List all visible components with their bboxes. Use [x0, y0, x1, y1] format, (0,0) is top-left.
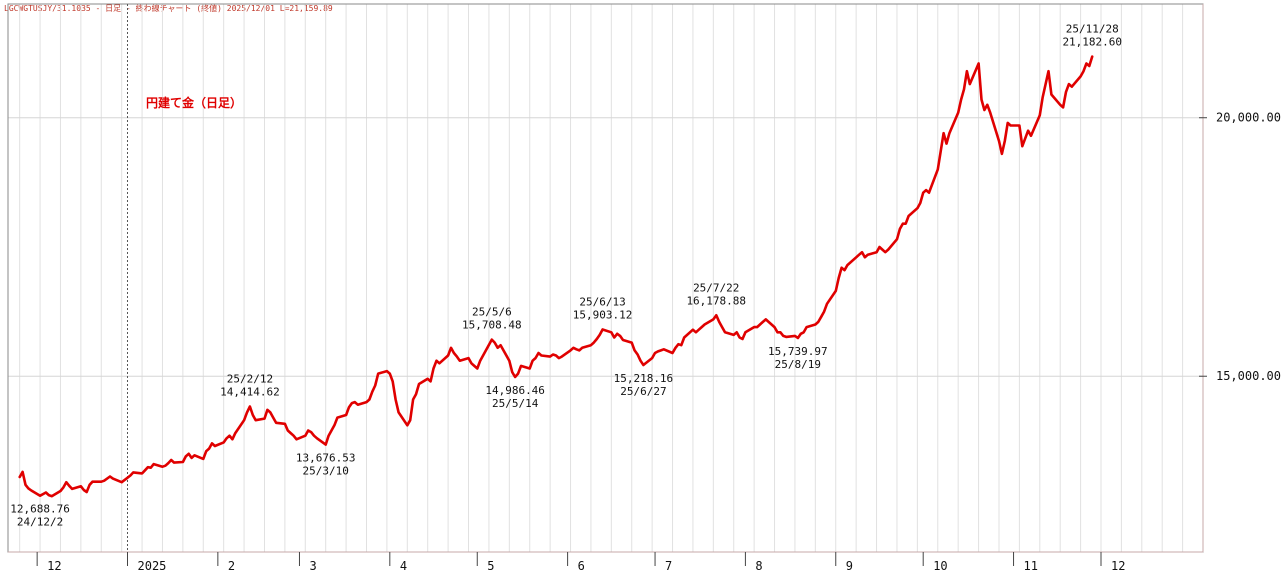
x-tick-label: 5	[487, 559, 494, 573]
annotation-line1: 25/5/6	[472, 306, 512, 319]
annotation-line1: 25/7/22	[693, 281, 739, 294]
axis-ticks: 15,000.00 20,000.00 12 2025 2 3 4 5 6 7 8 9 10 11 12	[36, 111, 1281, 573]
annotation-line1: 15,218.16	[614, 372, 674, 385]
x-tick-label: 11	[1024, 559, 1038, 573]
annotation-line1: 13,676.53	[296, 452, 356, 465]
annotation-line2: 24/12/2	[17, 516, 63, 529]
x-tick-label: 8	[755, 559, 762, 573]
annotation-line2: 16,178.88	[686, 294, 746, 307]
annotation-line2: 25/5/14	[492, 397, 539, 410]
annotation-line2: 21,182.60	[1062, 36, 1122, 49]
x-tick-label: 12	[1111, 559, 1125, 573]
x-tick-label: 6	[578, 559, 585, 573]
annotation-line2: 15,903.12	[573, 309, 633, 322]
series-line	[18, 55, 1094, 498]
annotation-line1: 25/11/28	[1066, 23, 1119, 36]
series-label: 円建て金（日足）	[146, 95, 242, 110]
annotation-line2: 25/3/10	[303, 465, 349, 478]
annotation-line1: 12,688.76	[10, 503, 70, 516]
annotation-line2: 25/8/19	[775, 358, 821, 371]
x-tick-label: 2025	[138, 559, 167, 573]
x-tick-label: 4	[400, 559, 407, 573]
grid-lines	[8, 4, 1204, 552]
x-tick-label: 2	[228, 559, 235, 573]
annotation: 25/5/615,708.48	[462, 306, 522, 332]
x-tick-label: 9	[846, 559, 853, 573]
annotation-line1: 25/6/13	[579, 296, 625, 309]
annotation-line2: 15,708.48	[462, 319, 522, 332]
annotation-line1: 15,739.97	[768, 345, 828, 358]
annotation-line1: 14,986.46	[485, 384, 545, 397]
x-tick-label: 3	[309, 559, 316, 573]
y-tick-label: 20,000.00	[1216, 111, 1281, 125]
x-tick-label: 12	[47, 559, 61, 573]
y-tick-label: 15,000.00	[1216, 369, 1281, 383]
annotation-line2: 25/6/27	[620, 385, 666, 398]
annotation-line2: 14,414.62	[220, 385, 280, 398]
annotation-line1: 25/2/12	[227, 372, 273, 385]
chart-header-text: LGCWGTUSJY/31.1035 - 日足 - 終わ線チャート (終値) 2…	[4, 3, 333, 13]
x-tick-label: 7	[665, 559, 672, 573]
x-tick-label: 10	[933, 559, 947, 573]
series-group	[18, 55, 1094, 498]
